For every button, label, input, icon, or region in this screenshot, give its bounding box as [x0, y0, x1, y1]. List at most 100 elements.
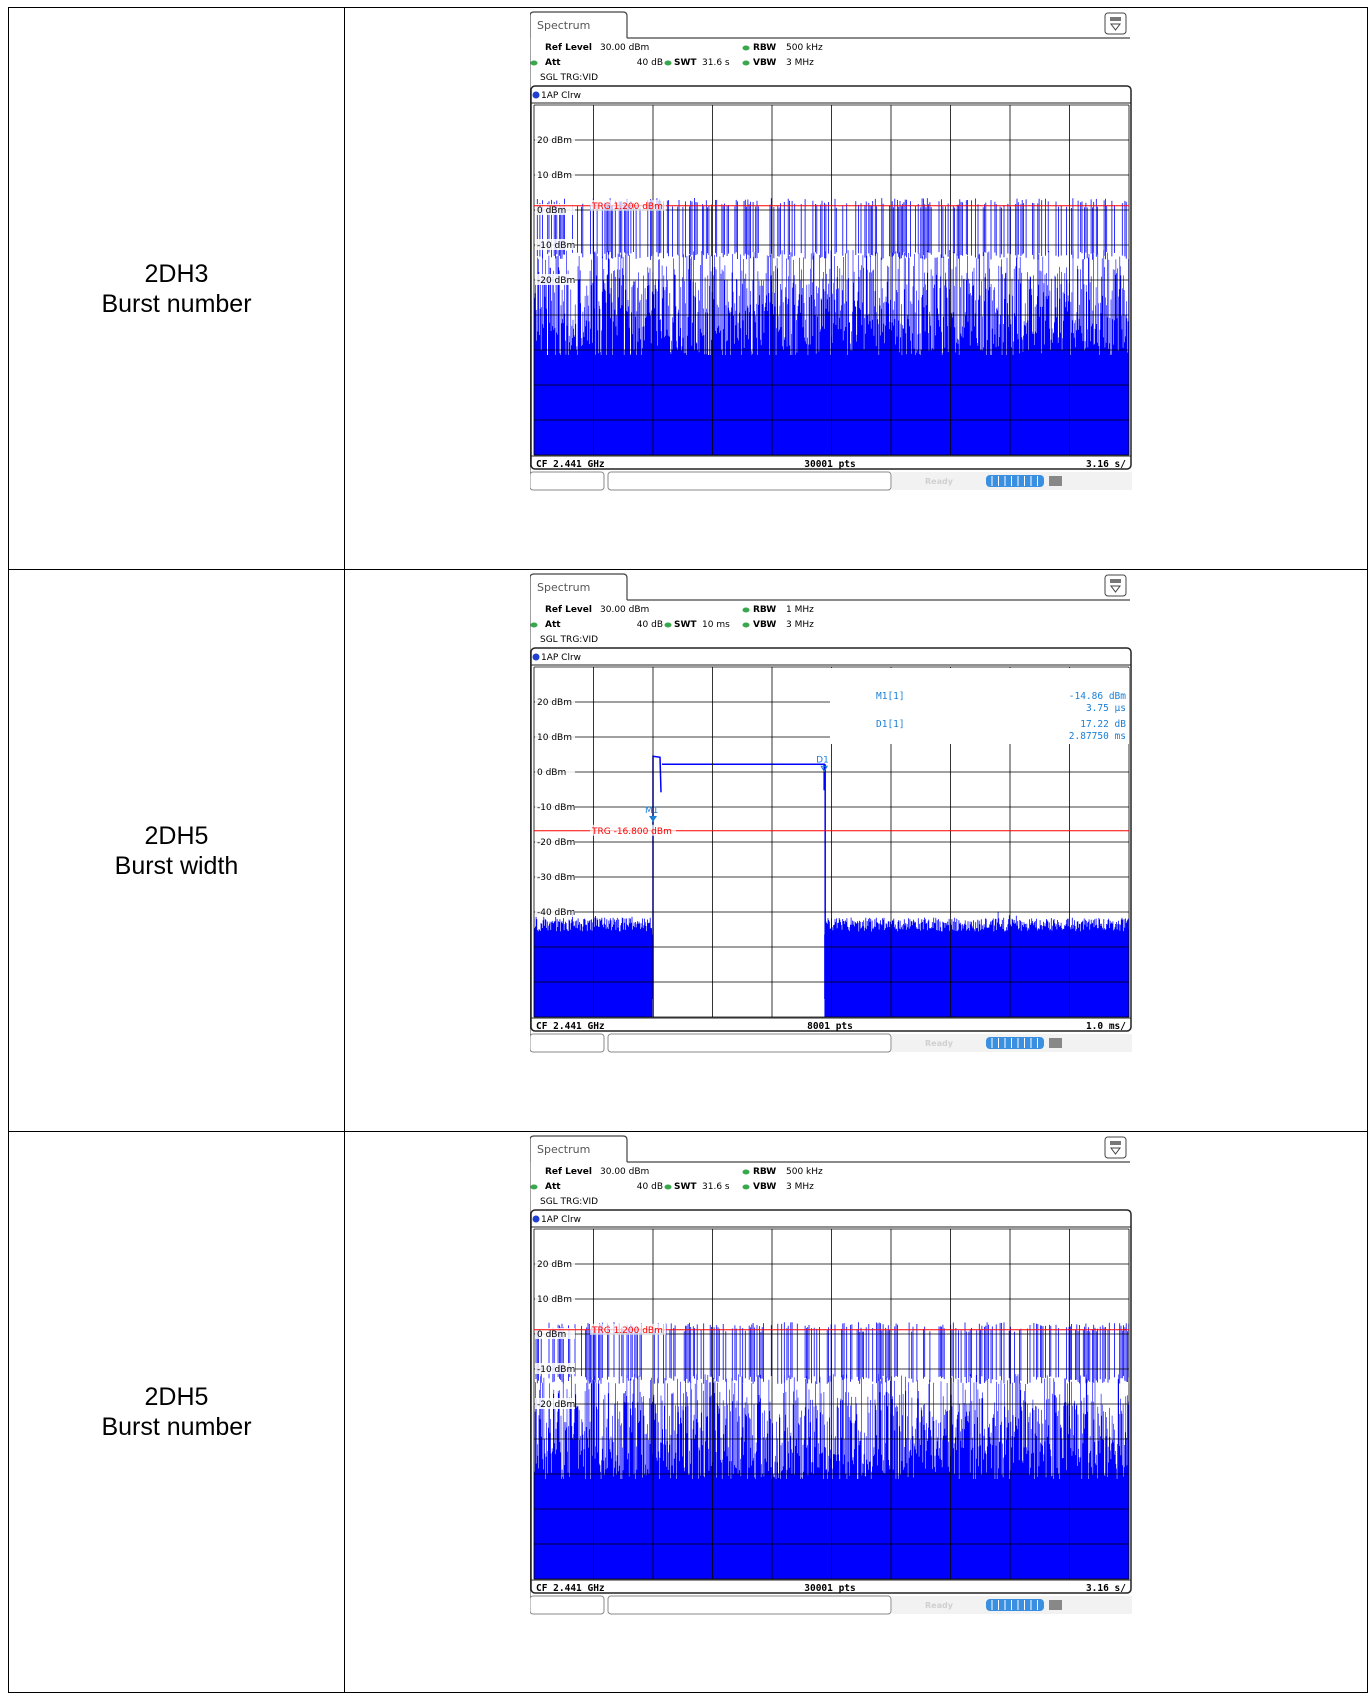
y-tick-label: 20 dBm: [537, 698, 572, 708]
y-tick-label-bg: [535, 766, 575, 777]
swt-coupling-dot: [664, 622, 672, 628]
trace-1-dot: [532, 653, 540, 661]
spectrum-tab[interactable]: [530, 573, 628, 600]
sweep-progress-icon: [986, 1037, 1044, 1049]
trigger-mode: SGL TRG:VID: [540, 635, 598, 645]
vbw-label: VBW: [753, 58, 776, 68]
trace-label: 1AP Clrw: [541, 1215, 581, 1225]
mode-label: 2DH3: [144, 259, 209, 288]
sweep-progress-bar: [986, 1037, 1044, 1049]
y-tick-label-bg: [535, 1293, 575, 1304]
y-tick-label: -10 dBm: [537, 1365, 575, 1375]
trace-1-dot: [532, 91, 540, 99]
marker-d1-time: 2.87750 ms: [1069, 731, 1126, 742]
vbw-value: 3 MHz: [786, 620, 814, 630]
y-tick-label: -40 dBm: [537, 908, 575, 918]
y-tick-label: -20 dBm: [537, 1400, 575, 1410]
lxi-icon: [1049, 1038, 1062, 1048]
vbw-coupling-dot: [742, 622, 750, 628]
trace-label: 1AP Clrw: [541, 653, 581, 663]
status-field-message[interactable]: [607, 1033, 892, 1053]
att-label: Att: [545, 1182, 561, 1192]
display-config-icon[interactable]: [1104, 12, 1127, 35]
status-field-left[interactable]: [530, 1595, 605, 1615]
att-label: Att: [545, 620, 561, 630]
mode-label: 2DH5: [144, 821, 209, 850]
status-field-message[interactable]: [607, 1595, 892, 1615]
rbw-value: 1 MHz: [786, 605, 814, 615]
spectrum-tab-label: Spectrum: [537, 19, 590, 32]
y-tick-label-bg: [535, 801, 575, 812]
marker-table-bg: [830, 668, 1129, 744]
time-per-division: 1.0 ms/: [1086, 1021, 1126, 1032]
status-field-left[interactable]: [530, 1033, 605, 1053]
spectrum-tab-label: Spectrum: [537, 581, 590, 594]
display-config-icon-arrow: [1110, 585, 1121, 593]
row-label-cell: 2DH5 Burst width: [8, 569, 345, 1132]
swt-label: SWT: [674, 620, 697, 630]
status-field-left[interactable]: [530, 471, 605, 491]
ref-level-value: 30.00 dBm: [600, 1167, 649, 1177]
y-tick-label: 10 dBm: [537, 1295, 572, 1305]
att-coupling-dot: [530, 60, 538, 66]
y-tick-label: -20 dBm: [537, 838, 575, 848]
sweep-progress-icon: [986, 475, 1044, 487]
spectrum-tab-label: Spectrum: [537, 1143, 590, 1156]
att-value: 40 dB: [637, 620, 663, 630]
rbw-coupling-dot: [742, 45, 750, 51]
vbw-coupling-dot: [742, 60, 750, 66]
trigger-label: TRG -16.800 dBm: [591, 827, 672, 837]
marker-m1-label: M1: [645, 806, 659, 816]
y-tick-label: 20 dBm: [537, 1260, 572, 1270]
row-label-cell: 2DH5 Burst number: [8, 1131, 345, 1693]
lxi-icon: [1049, 476, 1062, 486]
trigger-label-bg: [590, 1323, 666, 1335]
center-frequency: CF 2.441 GHz: [536, 1583, 605, 1594]
spectrum-tab[interactable]: [530, 11, 628, 38]
center-frequency: CF 2.441 GHz: [536, 459, 605, 470]
y-tick-label-bg: [535, 204, 575, 215]
analyzer-screenshot: Spectrum Ref Level 30.00 dBm Att 40 dB SWT 10 …: [530, 573, 1132, 1053]
rbw-label: RBW: [753, 1167, 776, 1177]
display-config-icon-bar: [1110, 1141, 1121, 1145]
test-label: Burst width: [114, 851, 239, 880]
vbw-label: VBW: [753, 620, 776, 630]
status-ready: Ready: [925, 1039, 954, 1048]
trigger-mode: SGL TRG:VID: [540, 73, 598, 83]
att-label: Att: [545, 58, 561, 68]
trigger-label-bg: [590, 824, 676, 836]
display-config-icon[interactable]: [1104, 574, 1127, 597]
display-config-icon[interactable]: [1104, 1136, 1127, 1159]
status-field-message[interactable]: [607, 471, 892, 491]
marker-m1-name: M1[1]: [876, 691, 905, 702]
y-tick-label: 10 dBm: [537, 733, 572, 743]
lxi-icon: [1049, 1600, 1062, 1610]
rbw-value: 500 kHz: [786, 43, 823, 53]
y-tick-label-bg: [535, 239, 575, 250]
analyzer-screenshot: Spectrum Ref Level 30.00 dBm Att 40 dB SWT 31.…: [530, 1135, 1132, 1615]
rbw-value: 500 kHz: [786, 1167, 823, 1177]
table-row: 2DH5 Burst width Spectrum Ref Level 30.00 …: [8, 569, 1368, 1132]
sweep-progress-bar: [986, 475, 1044, 487]
analyzer-screenshot: Spectrum Ref Level 30.00 dBm Att 40 dB SWT 31.…: [530, 11, 1132, 491]
sweep-points: 30001 pts: [804, 459, 855, 470]
y-tick-label-bg: [535, 1398, 575, 1409]
y-tick-label: -10 dBm: [537, 803, 575, 813]
trace-peaks: [536, 198, 1127, 260]
ref-level-label: Ref Level: [545, 43, 592, 53]
sweep-points: 30001 pts: [804, 1583, 855, 1594]
y-tick-label: 10 dBm: [537, 171, 572, 181]
trace-noise-fill-right: [824, 934, 1129, 999]
trace-1-dot: [532, 1215, 540, 1223]
spectrum-tab[interactable]: [530, 1135, 628, 1162]
y-tick-label-bg: [535, 1363, 575, 1374]
swt-coupling-dot: [664, 1184, 672, 1190]
y-tick-label: 0 dBm: [537, 1330, 566, 1340]
marker-m1-triangle: [649, 816, 657, 823]
y-tick-label-bg: [535, 696, 575, 707]
trace-label: 1AP Clrw: [541, 91, 581, 101]
marker-d1-triangle: [820, 765, 829, 773]
display-config-icon-bar: [1110, 579, 1121, 583]
att-value: 40 dB: [637, 58, 663, 68]
test-label: Burst number: [101, 289, 252, 318]
